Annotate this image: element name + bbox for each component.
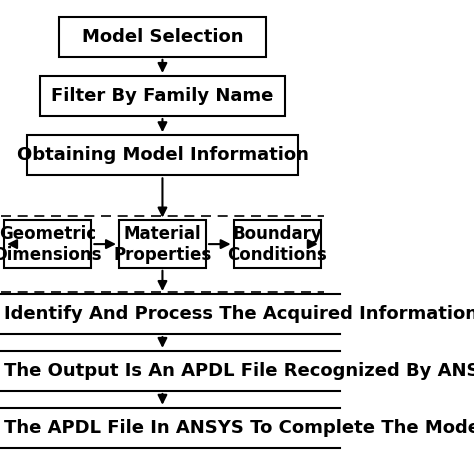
FancyBboxPatch shape bbox=[119, 220, 206, 268]
Text: Model Selection: Model Selection bbox=[82, 28, 243, 46]
Text: Obtaining Model Information: Obtaining Model Information bbox=[17, 146, 309, 164]
Text: Geometric
Dimensions: Geometric Dimensions bbox=[0, 225, 102, 264]
FancyBboxPatch shape bbox=[40, 76, 285, 116]
Text: Identify And Process The Acquired Information: Identify And Process The Acquired Inform… bbox=[4, 305, 474, 323]
Text: Material
Properties: Material Properties bbox=[113, 225, 211, 264]
Text: Boundary
Conditions: Boundary Conditions bbox=[227, 225, 327, 264]
Text: Filter By Family Name: Filter By Family Name bbox=[51, 87, 273, 105]
FancyBboxPatch shape bbox=[59, 17, 266, 57]
Text: The APDL File In ANSYS To Complete The Modeling: The APDL File In ANSYS To Complete The M… bbox=[4, 419, 474, 437]
FancyBboxPatch shape bbox=[4, 220, 91, 268]
FancyBboxPatch shape bbox=[234, 220, 321, 268]
FancyBboxPatch shape bbox=[27, 135, 298, 175]
Text: The Output Is An APDL File Recognized By ANSYS: The Output Is An APDL File Recognized By… bbox=[4, 362, 474, 380]
